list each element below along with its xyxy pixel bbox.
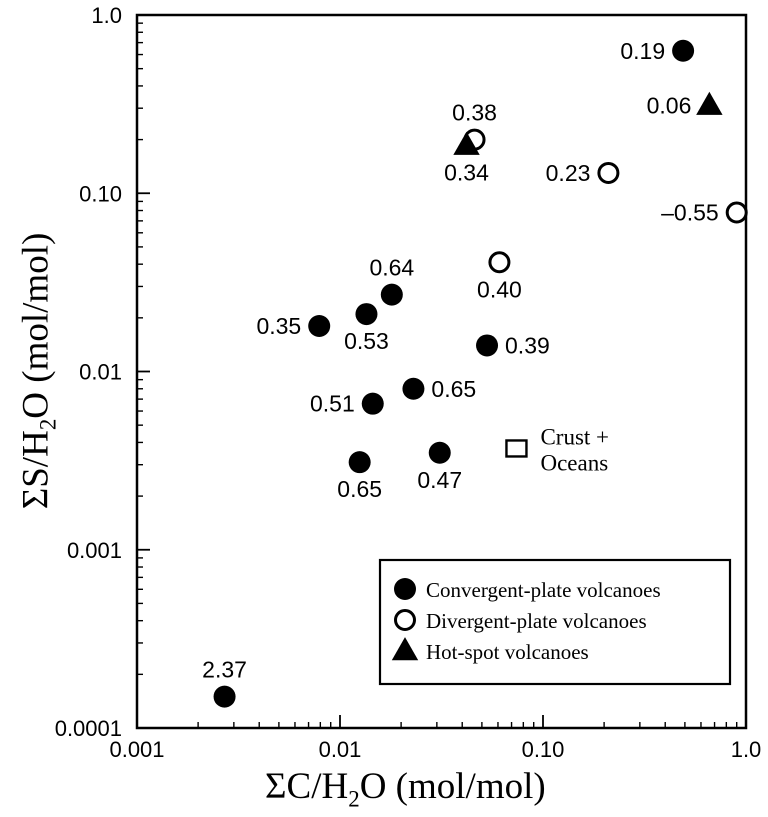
x-axis-title: ΣC/H2O (mol/mol) — [265, 765, 546, 812]
data-point-label: 0.06 — [647, 93, 692, 119]
open-circle-marker — [394, 609, 416, 631]
filled-circle-marker — [380, 283, 403, 306]
data-point-label: –0.55 — [661, 199, 719, 225]
x-tick-label: 0.10 — [522, 737, 565, 762]
data-point-label: 0.65 — [431, 376, 476, 402]
y-tick-label: 0.10 — [79, 181, 122, 206]
data-point-label: 0.53 — [344, 328, 389, 354]
filled-circle-marker — [213, 685, 236, 708]
filled-circle-marker — [348, 451, 371, 474]
annotation-label: Oceans — [540, 450, 608, 475]
data-point-label: 0.19 — [620, 38, 665, 64]
legend-label: Divergent-plate volcanoes — [426, 609, 647, 633]
filled-circle-marker — [355, 303, 378, 326]
data-point-label: 0.34 — [444, 160, 489, 186]
x-axis-title-main: ΣC/H — [265, 766, 349, 807]
open-circle-marker — [725, 201, 748, 224]
filled-circle-marker — [476, 334, 499, 357]
x-tick-label: 0.001 — [109, 737, 164, 762]
x-axis-title-rest: O (mol/mol) — [359, 766, 546, 807]
filled-triangle-marker — [391, 637, 419, 661]
legend: Convergent-plate volcanoes Divergent-plat… — [378, 558, 732, 686]
y-tick-label: 0.0001 — [55, 716, 122, 741]
data-point-label: 0.38 — [452, 100, 497, 126]
open-circle-marker — [597, 161, 620, 184]
x-axis-title-subscript: 2 — [348, 786, 360, 812]
legend-label: Convergent-plate volcanoes — [426, 578, 661, 602]
data-point-label: 0.35 — [256, 313, 301, 339]
data-point-label: 0.65 — [337, 476, 382, 502]
y-axis-title-rest: O (mol/mol) — [15, 232, 57, 419]
crust-oceans-square-marker — [505, 439, 528, 458]
data-point-label: 0.23 — [546, 160, 591, 186]
data-point-label: 0.47 — [417, 467, 462, 493]
data-point-label: 0.40 — [477, 276, 522, 302]
x-tick-label: 0.01 — [319, 737, 362, 762]
data-point-label: 2.37 — [202, 657, 247, 683]
filled-triangle-marker — [453, 131, 480, 155]
filled-circle-marker — [394, 578, 416, 600]
data-point-label: 0.39 — [505, 332, 550, 358]
filled-circle-marker — [308, 314, 331, 337]
filled-circle-marker — [672, 39, 695, 62]
filled-circle-marker — [361, 392, 384, 415]
y-axis-title-main: ΣS/H — [15, 430, 57, 510]
data-point-label: 0.51 — [310, 391, 355, 417]
filled-circle-marker — [402, 377, 425, 400]
x-tick-label: 1.0 — [731, 737, 762, 762]
y-axis-title-subscript: 2 — [35, 418, 61, 431]
legend-box — [378, 558, 732, 686]
open-circle-marker — [488, 251, 511, 274]
filled-circle-marker — [428, 441, 451, 464]
data-points: 0.19 0.35 0.53 0.64 0.39 0.51 0.65 0.65 0.47 2.37… — [202, 38, 748, 708]
filled-triangle-marker — [696, 91, 723, 115]
legend-label: Hot-spot volcanoes — [426, 640, 589, 664]
y-tick-label: 1.0 — [91, 3, 122, 28]
y-tick-label: 0.01 — [79, 360, 122, 385]
annotation-label: Crust + — [540, 424, 609, 449]
y-tick-label: 0.001 — [67, 538, 122, 563]
data-point-label: 0.64 — [369, 255, 414, 281]
y-axis-title: ΣS/H2O (mol/mol) — [14, 233, 61, 510]
